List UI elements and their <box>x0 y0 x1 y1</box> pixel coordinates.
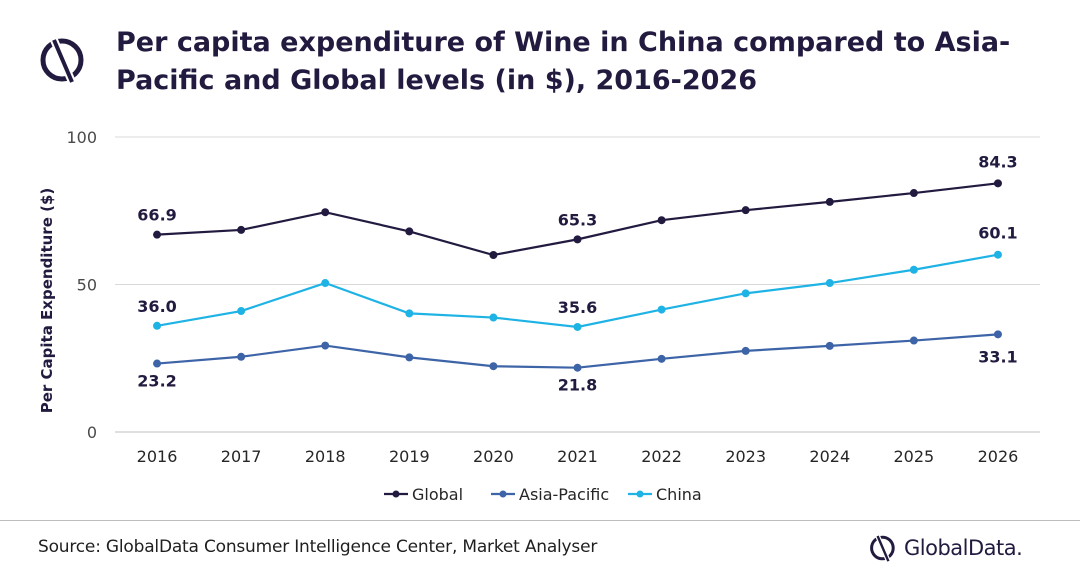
data-point <box>321 208 330 217</box>
data-point <box>321 279 330 288</box>
data-point <box>909 336 918 345</box>
data-point <box>993 179 1002 188</box>
data-point <box>741 206 750 215</box>
data-point <box>657 354 666 363</box>
data-point <box>489 251 498 259</box>
data-label: 33.1 <box>978 347 1017 366</box>
line-chart: 0 50 100 Per Capita Expenditure ($) 2016 2017… <box>38 128 1040 504</box>
axes: 0 50 100 Per Capita Expenditure ($) 2016 2017… <box>38 128 1018 466</box>
legend-label: China <box>656 485 702 504</box>
data-point <box>657 305 666 314</box>
y-tick-label: 0 <box>87 423 97 442</box>
data-point <box>321 341 330 350</box>
data-point <box>489 362 498 371</box>
data-label: 66.9 <box>137 206 176 225</box>
data-point <box>153 359 162 368</box>
data-point <box>237 307 246 316</box>
data-point <box>153 230 162 239</box>
legend: Global Asia-Pacific China <box>384 485 702 504</box>
data-label: 36.0 <box>137 297 176 316</box>
legend-marker <box>636 490 644 498</box>
x-tick-label: 2016 <box>137 447 178 466</box>
data-point <box>825 279 834 288</box>
data-label: 65.3 <box>558 210 597 229</box>
x-tick-label: 2022 <box>641 447 682 466</box>
y-axis-title: Per Capita Expenditure ($) <box>38 188 56 414</box>
data-point <box>909 189 918 198</box>
x-tick-label: 2019 <box>389 447 430 466</box>
y-tick-label: 100 <box>66 128 97 147</box>
globaldata-brand-icon <box>870 535 895 563</box>
x-tick-label: 2020 <box>473 447 514 466</box>
gridlines <box>115 136 1040 433</box>
legend-label: Asia-Pacific <box>519 485 609 504</box>
data-label: 21.8 <box>558 376 597 395</box>
data-point <box>657 216 666 225</box>
data-point <box>741 346 750 355</box>
series-line-asia-pacific <box>156 333 999 369</box>
x-tick-label: 2023 <box>725 447 766 466</box>
legend-marker <box>499 490 507 498</box>
legend-label: Global <box>412 485 463 504</box>
data-point <box>153 321 162 330</box>
data-point <box>825 197 834 206</box>
data-point <box>405 309 414 318</box>
x-tick-label: 2017 <box>221 447 262 466</box>
data-point <box>237 352 246 361</box>
data-point <box>237 225 246 234</box>
chart-title: Per capita expenditure of Wine in China … <box>116 27 1011 96</box>
x-tick-label: 2018 <box>305 447 346 466</box>
data-point <box>993 330 1002 339</box>
legend-marker <box>392 490 400 498</box>
data-label: 35.6 <box>558 298 597 317</box>
x-tick-label: 2025 <box>894 447 935 466</box>
data-point <box>489 313 498 322</box>
footer-divider <box>0 520 1080 521</box>
data-label: 23.2 <box>137 372 176 391</box>
data-point <box>993 250 1002 259</box>
globaldata-logo-icon <box>40 38 84 84</box>
data-point <box>573 363 582 372</box>
data-point <box>909 265 918 274</box>
data-point <box>741 289 750 298</box>
data-point <box>405 227 414 236</box>
brand-logo: GlobalData. <box>868 530 1023 566</box>
series-lines <box>153 179 1002 372</box>
data-point <box>405 353 414 362</box>
x-tick-label: 2024 <box>809 447 850 466</box>
x-tick-label: 2021 <box>557 447 598 466</box>
brand-name: GlobalData. <box>904 536 1023 560</box>
data-labels: 66.9 65.3 84.3 23.2 21.8 33.1 36.0 35.6 60.1 <box>137 152 1017 394</box>
x-tick-label: 2026 <box>978 447 1019 466</box>
data-point <box>825 341 834 350</box>
data-label: 60.1 <box>978 224 1017 243</box>
data-point <box>573 322 582 331</box>
source-note: Source: GlobalData Consumer Intelligence… <box>38 537 598 557</box>
y-tick-label: 50 <box>77 276 97 295</box>
data-label: 84.3 <box>978 152 1017 171</box>
data-point <box>573 235 582 244</box>
